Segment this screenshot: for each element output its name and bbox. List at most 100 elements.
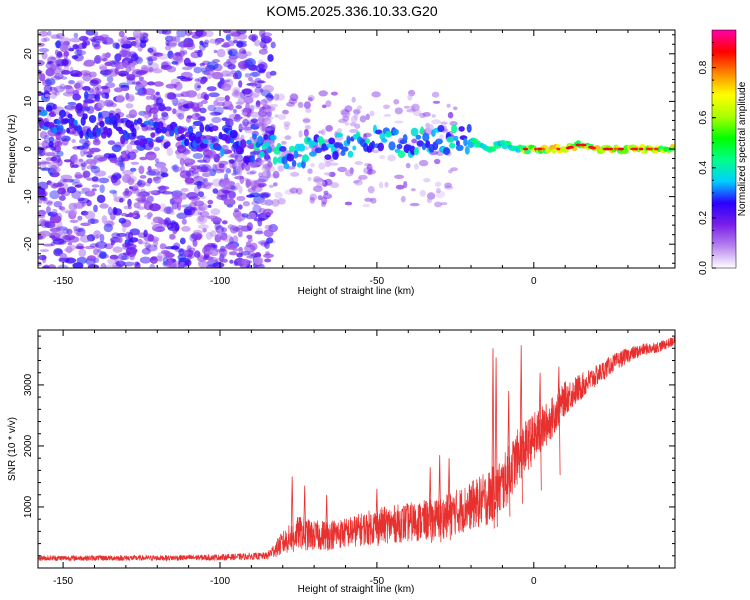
- spectrogram-cell: [411, 103, 420, 112]
- snr-spike: [303, 485, 307, 551]
- spectrogram-cell: [109, 254, 119, 260]
- spectrogram-cell: [322, 179, 328, 187]
- spectrogram-ridge-cell: [263, 134, 269, 140]
- spectrogram-cell: [349, 128, 359, 133]
- spectrogram-cell: [249, 71, 261, 77]
- spectrogram-cell: [249, 104, 254, 114]
- spectrogram-cell: [172, 93, 185, 98]
- spectrogram-cell: [149, 256, 158, 264]
- spectrogram-cell: [179, 158, 185, 166]
- spectrogram-cell: [213, 49, 218, 54]
- spectrogram-cell: [139, 256, 152, 264]
- spectrogram-cell: [49, 214, 62, 224]
- spectrogram-cell: [340, 108, 350, 116]
- spectrogram-cell: [43, 264, 50, 268]
- spectrogram-cell: [211, 116, 222, 124]
- spectrogram-cell: [286, 101, 295, 107]
- spectrogram-cell: [147, 47, 154, 53]
- spectrogram-cell: [142, 112, 151, 119]
- spectrogram-cell: [178, 50, 185, 57]
- spectrogram-ridge-cell: [155, 127, 162, 134]
- spectrogram-cell: [163, 206, 174, 215]
- spectrogram-cell: [190, 209, 202, 216]
- spectrogram-cell: [94, 55, 102, 63]
- spectrogram-cell: [83, 71, 89, 77]
- spectrogram-cell: [170, 36, 177, 42]
- spectrogram-cell: [94, 170, 107, 177]
- spectrogram-cell: [63, 159, 72, 163]
- spectrogram-cell: [50, 110, 55, 116]
- spectrogram-cell: [126, 144, 133, 152]
- spectrogram-cell: [233, 72, 238, 80]
- spectrogram-ridge-cell: [66, 127, 71, 134]
- spectrogram-ridge-cell: [293, 150, 299, 159]
- spectrogram-cell: [113, 208, 123, 216]
- spectrogram-ridge-cell: [296, 162, 303, 168]
- spectrogram-cell: [109, 159, 119, 164]
- spectrogram-cell: [268, 166, 276, 172]
- spectrogram-cell: [74, 174, 84, 179]
- spectrogram-cell: [119, 49, 128, 58]
- snr-spike: [507, 390, 511, 517]
- spectrogram-cell: [59, 206, 66, 211]
- spectrogram-cell: [149, 107, 159, 114]
- spectrogram-cell: [68, 80, 75, 85]
- spectrogram-cell: [125, 231, 131, 240]
- spectrogram-cell: [210, 112, 223, 116]
- spectrogram-cell: [245, 178, 252, 187]
- spectrogram-cell: [246, 194, 255, 198]
- spectrogram-cell: [42, 265, 50, 268]
- spectrogram-cell: [91, 40, 100, 48]
- spectrogram-ridge-cell: [211, 125, 219, 132]
- spectrogram-cell: [206, 242, 216, 248]
- spectrogram-cell: [210, 208, 221, 216]
- spectrogram-cell: [59, 83, 66, 90]
- spectrogram-cell: [267, 161, 273, 168]
- spectrogram-cell: [62, 178, 75, 183]
- spectrogram-cell: [337, 166, 347, 173]
- spectrogram-cell: [414, 163, 419, 170]
- spectrogram-cell: [277, 165, 285, 172]
- spectrogram-ridge-cell: [402, 134, 408, 143]
- spectrogram-cell: [244, 163, 251, 172]
- spectrogram-cell: [148, 69, 153, 73]
- spectrogram-cell: [318, 162, 326, 170]
- spectrogram-ridge-cell: [148, 140, 154, 148]
- spectrogram-marks: [38, 30, 675, 268]
- spectrogram-cell: [237, 97, 245, 105]
- spectrogram-cell: [50, 147, 56, 151]
- spectrogram-cell: [39, 73, 46, 82]
- spectrogram-cell: [65, 85, 74, 95]
- spectrogram-cell: [174, 223, 180, 232]
- spectrogram-cell: [410, 188, 416, 192]
- spectrogram-cell: [378, 181, 384, 189]
- spectrogram-cell: [175, 56, 183, 62]
- spectrogram-ridge-cell: [621, 148, 629, 154]
- spectrogram-cell: [228, 50, 233, 56]
- spectrogram-cell: [89, 243, 100, 248]
- spectrogram-cell: [69, 37, 82, 43]
- spectrogram-cell: [254, 159, 266, 163]
- spectrogram-cell: [55, 59, 67, 67]
- spectrogram-peak-cell: [541, 147, 545, 151]
- spectrogram-cell: [123, 59, 129, 69]
- spectrogram-cell: [220, 169, 225, 173]
- spectrogram-cell: [76, 231, 82, 237]
- spectrogram-cell: [60, 174, 73, 181]
- spectrogram-cell: [70, 155, 78, 164]
- spectrogram-cell: [152, 68, 163, 74]
- spectrogram-cell: [76, 243, 84, 249]
- spectrogram-cell: [185, 76, 194, 81]
- spectrogram-cell: [180, 91, 190, 98]
- spectrogram-ridge-cell: [229, 129, 238, 139]
- spectrogram-ridge-cell: [392, 128, 399, 136]
- spectrogram-cell: [176, 212, 188, 220]
- spectrogram-cell: [258, 109, 266, 118]
- spectrogram-cell: [100, 85, 109, 90]
- spectrogram-cell: [147, 195, 154, 203]
- spectrogram-cell: [117, 159, 125, 168]
- spectrogram-ridge-cell: [283, 163, 290, 170]
- spectrogram-cell: [156, 164, 166, 170]
- spectrogram-cell: [444, 182, 452, 188]
- spectrogram-cell: [233, 36, 238, 43]
